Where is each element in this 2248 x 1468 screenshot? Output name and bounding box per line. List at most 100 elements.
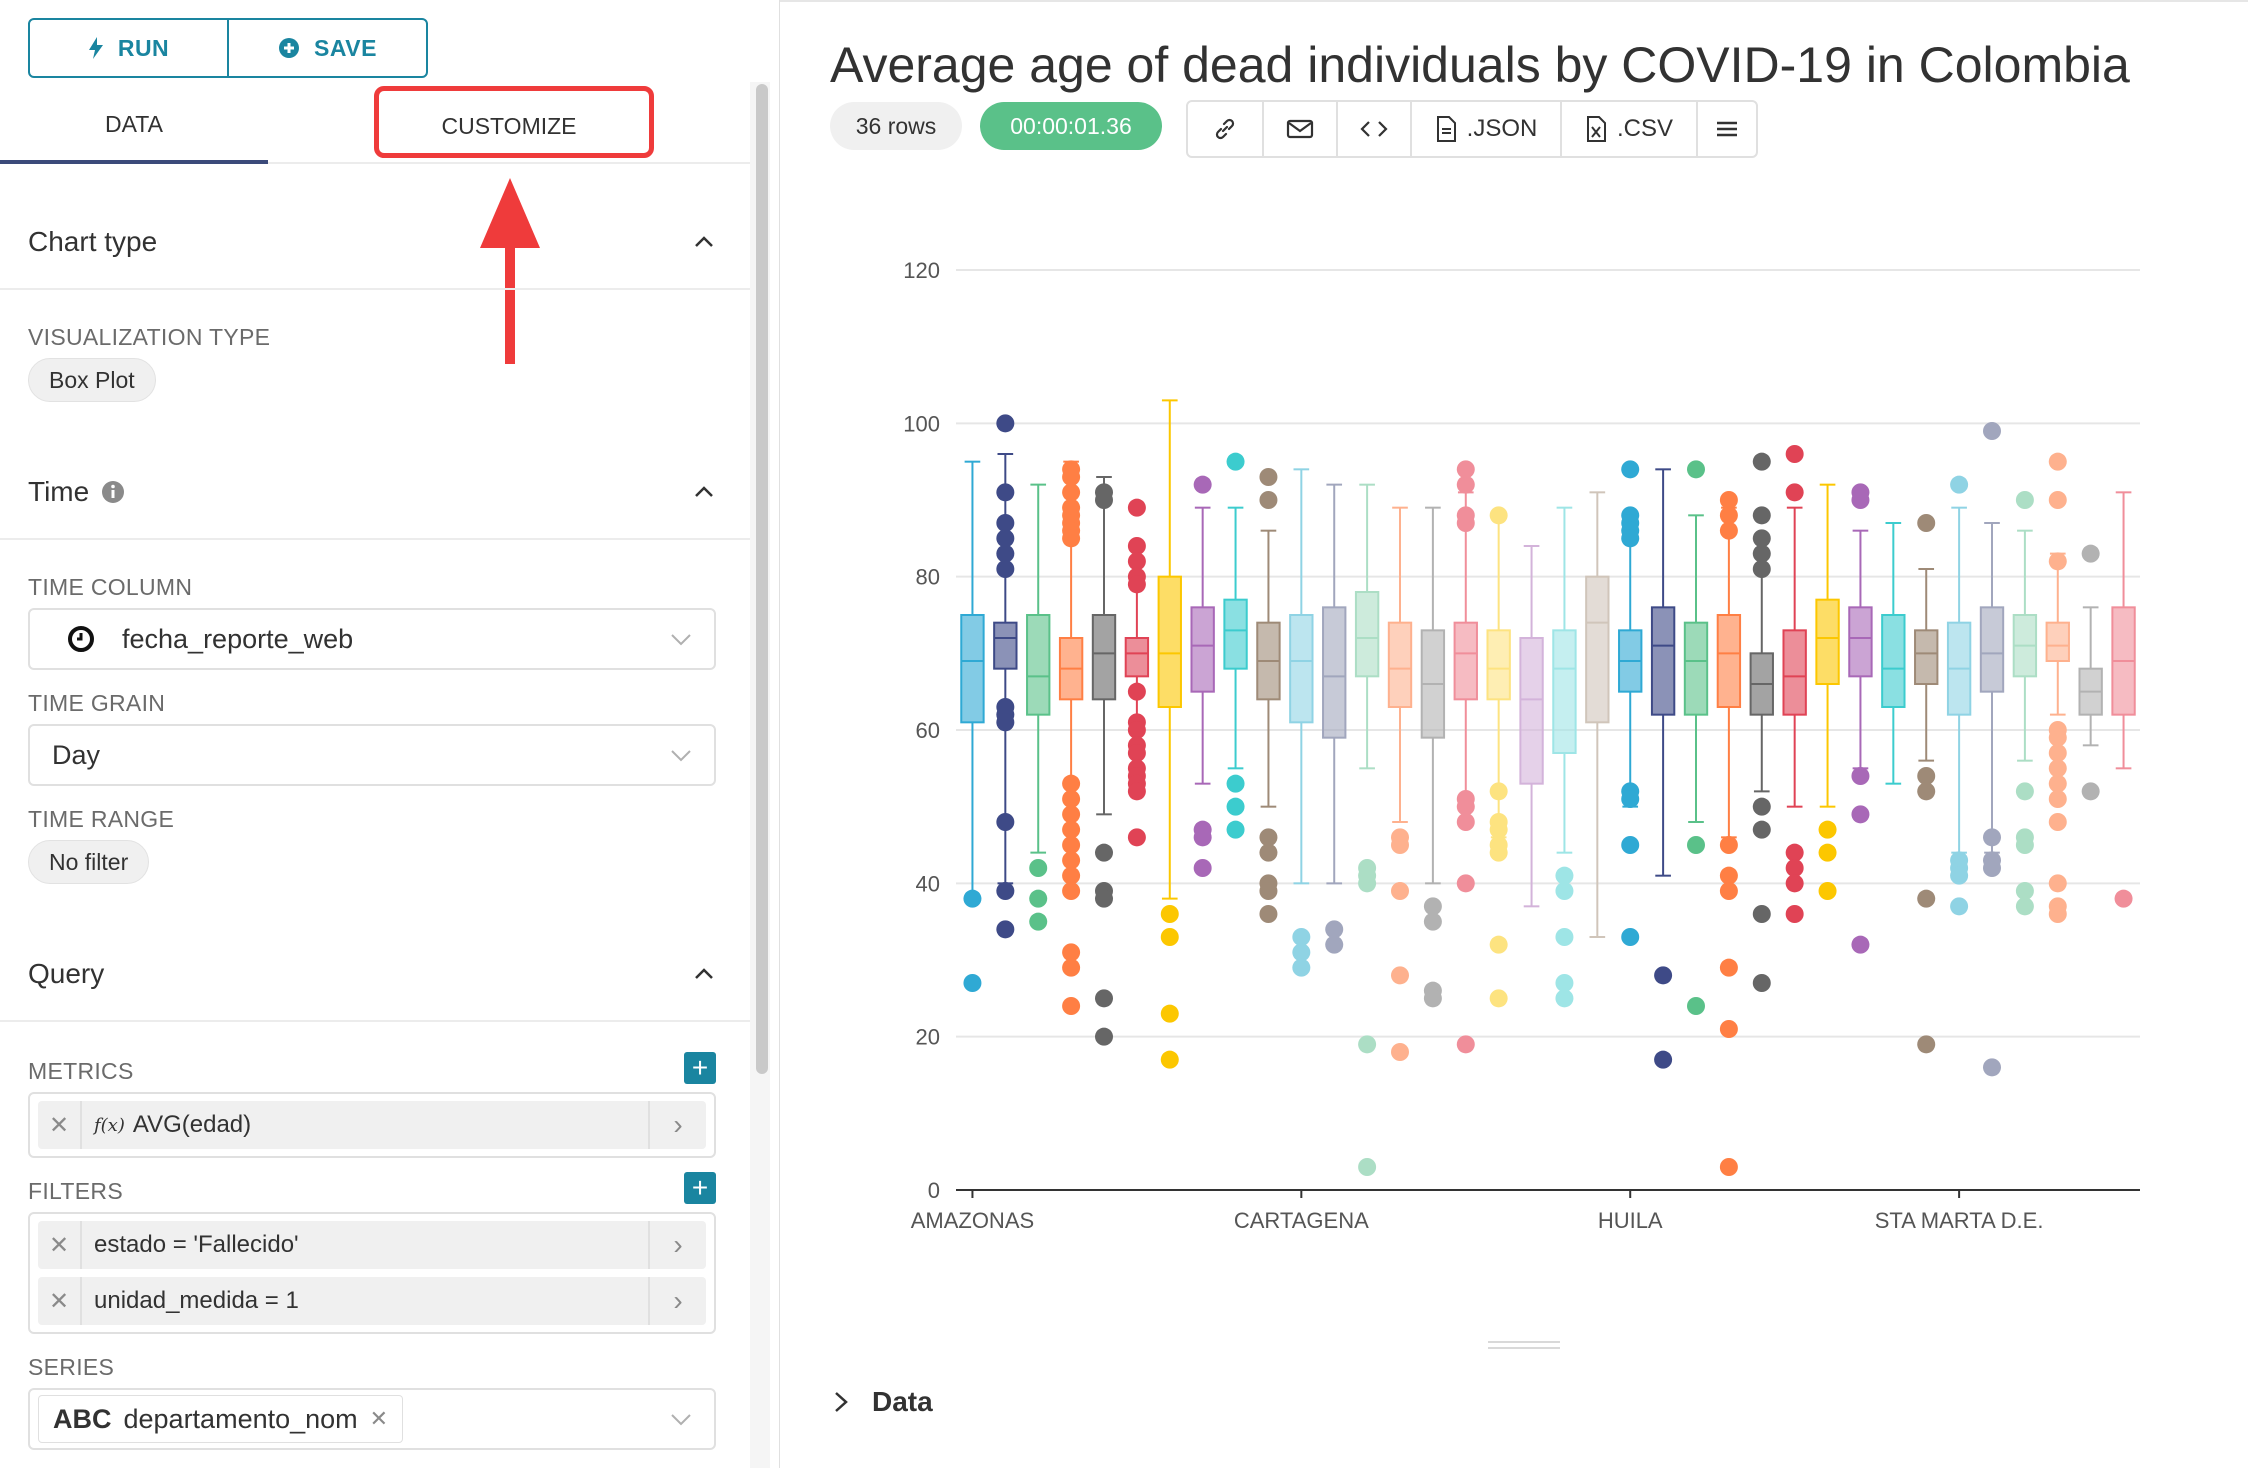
outlier-point[interactable] — [1489, 506, 1508, 525]
outlier-point[interactable] — [996, 544, 1015, 563]
chevron-up-icon[interactable] — [692, 230, 716, 254]
outlier-point[interactable] — [1719, 506, 1738, 525]
outlier-point[interactable] — [1193, 828, 1212, 847]
outlier-point[interactable] — [1259, 843, 1278, 862]
outlier-point[interactable] — [1917, 767, 1936, 785]
outlier-point[interactable] — [1752, 452, 1771, 471]
outlier-point[interactable] — [1917, 782, 1936, 801]
outlier-point[interactable] — [2048, 491, 2067, 509]
more-menu-button[interactable] — [1696, 102, 1756, 156]
export-json-button[interactable]: .JSON — [1410, 102, 1560, 156]
outlier-point[interactable] — [1325, 920, 1344, 939]
outlier-point[interactable] — [1292, 958, 1311, 977]
outlier-point[interactable] — [1391, 836, 1409, 854]
export-csv-button[interactable]: .CSV — [1560, 102, 1696, 156]
outlier-point[interactable] — [1127, 552, 1146, 571]
outlier-point[interactable] — [1917, 514, 1936, 532]
outlier-point[interactable] — [1917, 889, 1936, 908]
outlier-point[interactable] — [1719, 958, 1738, 977]
outlier-point[interactable] — [1029, 912, 1048, 931]
outlier-point[interactable] — [1687, 460, 1705, 479]
box[interactable] — [1650, 606, 1676, 716]
outlier-point[interactable] — [2081, 544, 2100, 563]
outlier-point[interactable] — [1654, 966, 1673, 985]
box[interactable] — [1223, 598, 1248, 670]
outlier-point[interactable] — [1423, 989, 1442, 1008]
remove-icon[interactable]: ✕ — [48, 1111, 70, 1139]
outlier-point[interactable] — [1456, 797, 1475, 816]
box[interactable] — [993, 621, 1018, 670]
outlier-point[interactable] — [1095, 491, 1113, 509]
outlier-point[interactable] — [1752, 560, 1771, 578]
outlier-point[interactable] — [1292, 928, 1311, 946]
outlier-point[interactable] — [1029, 859, 1048, 877]
filter-chip[interactable]: ✕ unidad_medida = 1 › — [38, 1277, 706, 1325]
box[interactable] — [1453, 621, 1478, 701]
outlier-point[interactable] — [1029, 889, 1048, 908]
embed-code-button[interactable] — [1336, 102, 1410, 156]
add-metric-button[interactable]: + — [684, 1052, 716, 1084]
outlier-point[interactable] — [1555, 974, 1574, 992]
outlier-point[interactable] — [1621, 529, 1640, 548]
outlier-point[interactable] — [1917, 1035, 1936, 1054]
box[interactable] — [1683, 621, 1709, 716]
outlier-point[interactable] — [1555, 866, 1574, 885]
outlier-point[interactable] — [996, 483, 1015, 502]
outlier-point[interactable] — [1160, 1004, 1179, 1023]
tab-customize[interactable]: CUSTOMIZE — [441, 112, 577, 139]
box[interactable] — [1552, 629, 1577, 755]
box[interactable] — [1354, 591, 1380, 678]
outlier-point[interactable] — [1423, 912, 1442, 931]
outlier-point[interactable] — [2015, 782, 2034, 801]
outlier-point[interactable] — [1062, 483, 1081, 502]
outlier-point[interactable] — [1391, 1043, 1409, 1061]
outlier-point[interactable] — [1818, 882, 1837, 900]
box[interactable] — [1190, 606, 1215, 693]
remove-icon[interactable]: ✕ — [48, 1231, 70, 1259]
box[interactable] — [1091, 614, 1117, 701]
time-range-pill[interactable]: No filter — [28, 840, 150, 884]
outlier-point[interactable] — [1719, 1158, 1738, 1176]
outlier-point[interactable] — [996, 882, 1015, 900]
box[interactable] — [1815, 598, 1840, 685]
time-section-title[interactable]: Time — [28, 476, 125, 508]
query-section-title[interactable]: Query — [28, 958, 105, 989]
chevron-right-icon[interactable]: › — [648, 1221, 706, 1269]
outlier-point[interactable] — [1226, 820, 1245, 839]
outlier-point[interactable] — [1358, 1158, 1377, 1176]
outlier-point[interactable] — [1621, 460, 1640, 479]
outlier-point[interactable] — [1062, 805, 1081, 824]
outlier-point[interactable] — [1719, 491, 1738, 509]
outlier-point[interactable] — [1719, 866, 1738, 885]
run-button[interactable]: RUN — [30, 20, 227, 76]
outlier-point[interactable] — [1456, 460, 1475, 479]
outlier-point[interactable] — [1983, 1058, 2001, 1077]
outlier-point[interactable] — [2048, 759, 2067, 778]
outlier-point[interactable] — [1489, 843, 1508, 862]
outlier-point[interactable] — [963, 889, 982, 908]
outlier-point[interactable] — [1127, 498, 1146, 517]
remove-icon[interactable]: ✕ — [369, 1406, 389, 1431]
outlier-point[interactable] — [2015, 882, 2034, 900]
outlier-point[interactable] — [996, 813, 1015, 831]
chevron-right-icon[interactable]: › — [648, 1101, 706, 1149]
outlier-point[interactable] — [996, 560, 1015, 578]
outlier-point[interactable] — [1456, 874, 1475, 893]
outlier-point[interactable] — [1259, 882, 1278, 900]
box[interactable] — [1716, 614, 1742, 708]
outlier-point[interactable] — [996, 529, 1015, 548]
outlier-point[interactable] — [1062, 851, 1081, 870]
outlier-point[interactable] — [1489, 820, 1508, 839]
chevron-right-icon[interactable]: › — [648, 1277, 706, 1325]
outlier-point[interactable] — [996, 920, 1015, 939]
outlier-point[interactable] — [1851, 767, 1870, 785]
outlier-point[interactable] — [1423, 897, 1442, 916]
outlier-point[interactable] — [1127, 721, 1146, 739]
series-tag[interactable]: ABC departamento_nom ✕ — [38, 1395, 404, 1443]
outlier-point[interactable] — [1621, 836, 1640, 854]
outlier-point[interactable] — [1752, 797, 1771, 816]
outlier-point[interactable] — [1062, 468, 1081, 486]
outlier-point[interactable] — [1851, 491, 1870, 509]
outlier-point[interactable] — [1983, 422, 2001, 440]
box[interactable] — [1519, 637, 1544, 785]
